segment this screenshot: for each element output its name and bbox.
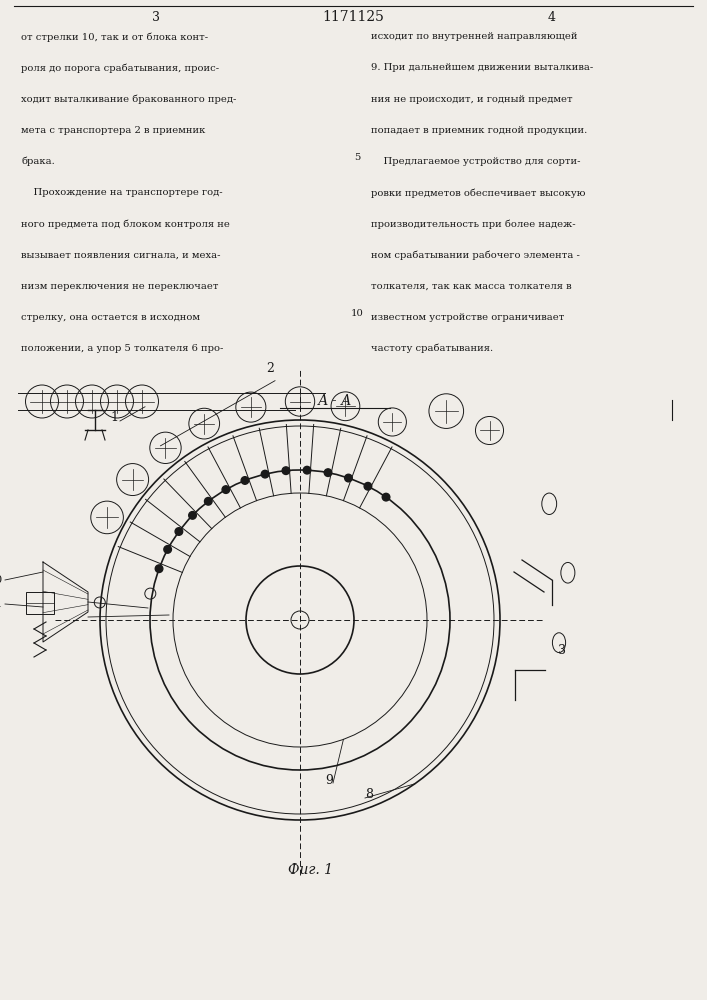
- Text: роля до порога срабатывания, проис-: роля до порога срабатывания, проис-: [21, 63, 219, 73]
- Text: ровки предметов обеспечивает высокую: ровки предметов обеспечивает высокую: [371, 188, 585, 198]
- Circle shape: [344, 474, 352, 482]
- Text: вызывает появления сигнала, и меха-: вызывает появления сигнала, и меха-: [21, 250, 221, 259]
- Text: 2: 2: [266, 362, 274, 375]
- Text: 10: 10: [351, 309, 363, 318]
- Circle shape: [175, 528, 182, 535]
- Text: частоту срабатывания.: частоту срабатывания.: [371, 344, 493, 353]
- Text: 5: 5: [354, 153, 361, 162]
- Circle shape: [204, 498, 212, 505]
- Text: 10: 10: [0, 575, 3, 585]
- Text: 1171125: 1171125: [322, 10, 385, 24]
- Text: мета с транспортера 2 в приемник: мета с транспортера 2 в приемник: [21, 126, 206, 135]
- Circle shape: [282, 467, 290, 474]
- Text: положении, а упор 5 толкателя 6 про-: положении, а упор 5 толкателя 6 про-: [21, 344, 223, 353]
- Text: 9: 9: [325, 774, 333, 786]
- Text: попадает в приемник годной продукции.: попадает в приемник годной продукции.: [371, 126, 588, 135]
- Circle shape: [241, 477, 249, 484]
- Circle shape: [189, 512, 197, 519]
- Text: Предлагаемое устройство для сорти-: Предлагаемое устройство для сорти-: [371, 157, 580, 166]
- Text: 9. При дальнейшем движении выталкива-: 9. При дальнейшем движении выталкива-: [371, 63, 593, 72]
- Text: 1: 1: [110, 411, 118, 424]
- Text: производительность при более надеж-: производительность при более надеж-: [371, 219, 575, 229]
- Text: известном устройстве ограничивает: известном устройстве ограничивает: [371, 313, 565, 322]
- Circle shape: [164, 546, 172, 553]
- Text: Прохождение на транспортере год-: Прохождение на транспортере год-: [21, 188, 223, 197]
- Text: 11: 11: [0, 599, 3, 609]
- Text: стрелку, она остается в исходном: стрелку, она остается в исходном: [21, 313, 200, 322]
- Text: толкателя, так как масса толкателя в: толкателя, так как масса толкателя в: [371, 282, 572, 291]
- Text: ходит выталкивание бракованного пред-: ходит выталкивание бракованного пред-: [21, 95, 237, 104]
- Circle shape: [156, 565, 163, 572]
- Text: низм переключения не переключает: низм переключения не переключает: [21, 282, 218, 291]
- Text: исходит по внутренней направляющей: исходит по внутренней направляющей: [371, 32, 578, 41]
- Text: ном срабатывании рабочего элемента -: ном срабатывании рабочего элемента -: [371, 250, 580, 260]
- Circle shape: [364, 482, 372, 490]
- Text: Фиг. 1: Фиг. 1: [288, 863, 332, 877]
- Circle shape: [303, 466, 311, 474]
- Text: ного предмета под блоком контроля не: ного предмета под блоком контроля не: [21, 219, 230, 229]
- Bar: [26, 592, 54, 614]
- Text: брака.: брака.: [21, 157, 55, 166]
- Circle shape: [382, 493, 390, 501]
- Circle shape: [222, 486, 230, 493]
- Text: А - А: А - А: [317, 394, 352, 408]
- Text: 3: 3: [558, 644, 566, 657]
- Text: 8: 8: [365, 788, 373, 802]
- Circle shape: [325, 469, 332, 476]
- Circle shape: [262, 470, 269, 478]
- Text: от стрелки 10, так и от блока конт-: от стрелки 10, так и от блока конт-: [21, 32, 209, 42]
- Text: 3: 3: [151, 11, 160, 24]
- Text: 4: 4: [547, 11, 556, 24]
- Text: ния не происходит, и годный предмет: ния не происходит, и годный предмет: [371, 95, 573, 104]
